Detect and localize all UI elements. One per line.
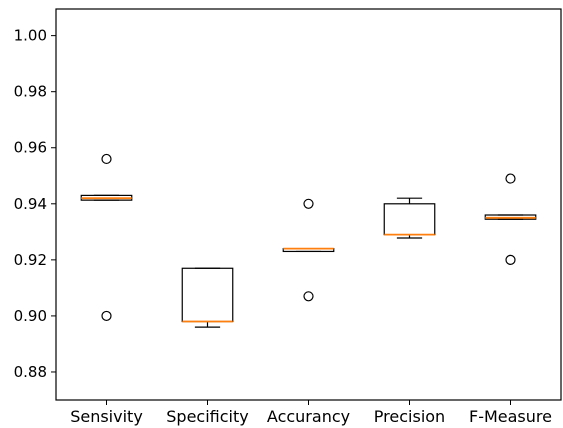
outlier-point — [101, 310, 112, 322]
x-tick-label: Accurancy — [267, 407, 350, 426]
y-tick-label: 1.00 — [14, 27, 47, 45]
y-axis: 0.88 0.90 0.92 0.94 0.96 0.98 1.00 — [14, 27, 56, 381]
iqr-box — [383, 203, 436, 236]
outlier-point — [303, 198, 314, 209]
plot-frame — [55, 8, 562, 401]
box-sensivity — [80, 153, 133, 322]
x-tick-label: Specificity — [166, 407, 248, 426]
outlier-point — [101, 153, 112, 165]
box-f-measure — [484, 173, 537, 265]
y-tick-label: 0.88 — [14, 363, 47, 381]
y-tick-label: 0.92 — [14, 251, 47, 269]
y-tick-label: 0.98 — [14, 83, 47, 101]
x-tick-label: Sensivity — [70, 407, 143, 426]
box-specificity — [181, 267, 234, 328]
y-tick-label: 0.96 — [14, 139, 47, 157]
iqr-box — [181, 267, 234, 323]
box-accurancy — [282, 198, 335, 302]
x-tick-label: F-Measure — [469, 407, 552, 426]
outlier-point — [505, 173, 516, 184]
outlier-point — [303, 291, 314, 302]
y-tick-label: 0.94 — [14, 195, 47, 213]
boxes-layer — [80, 153, 537, 328]
x-tick-label: Precision — [374, 407, 445, 426]
y-tick-label: 0.90 — [14, 307, 47, 325]
x-axis: Sensivity Specificity Accurancy Precision F-… — [70, 400, 552, 426]
outlier-point — [505, 254, 516, 265]
box-precision — [383, 197, 436, 239]
